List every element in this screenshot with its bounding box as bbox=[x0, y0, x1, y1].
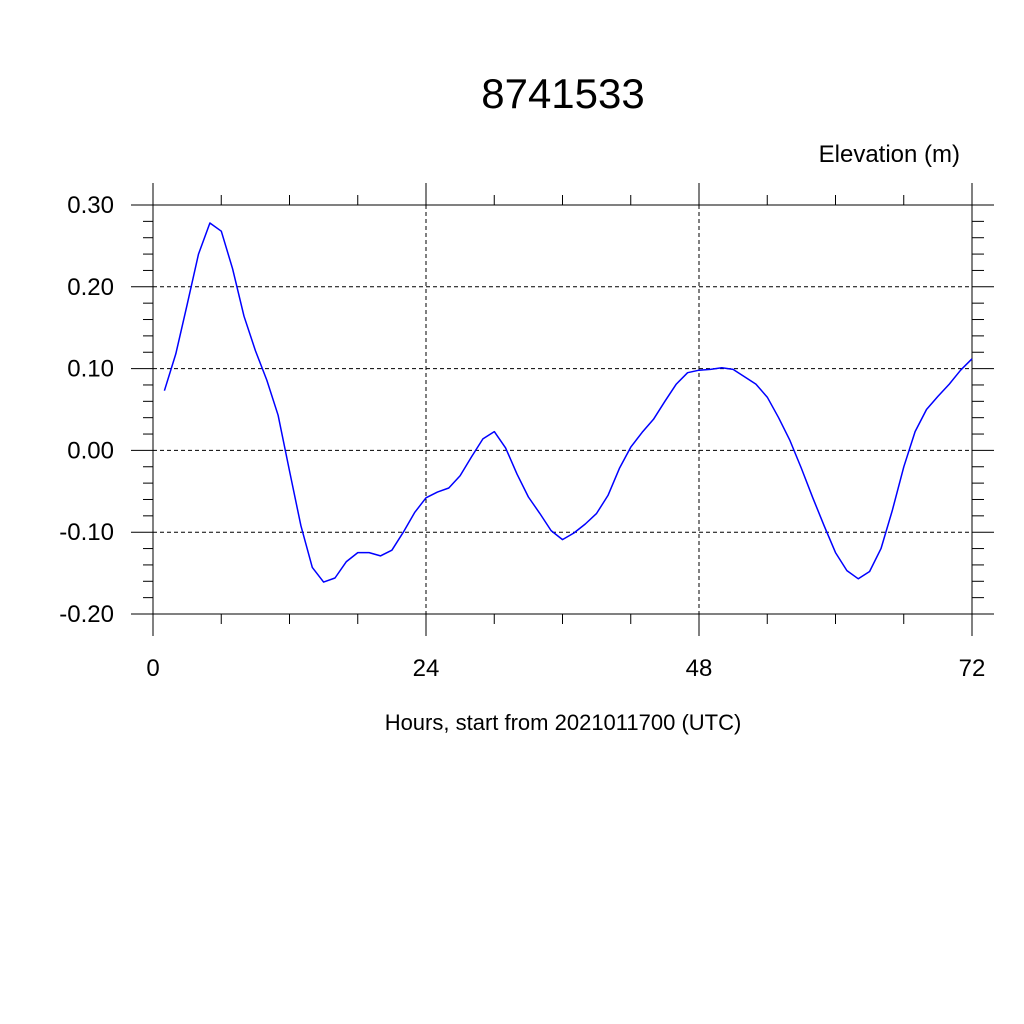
x-axis-label: Hours, start from 2021011700 (UTC) bbox=[385, 710, 742, 735]
y-tick-label: 0.10 bbox=[67, 356, 114, 383]
chart-title: 8741533 bbox=[481, 70, 645, 117]
y-tick-label: 0.00 bbox=[67, 437, 114, 464]
y-tick-label: -0.20 bbox=[59, 601, 114, 628]
x-tick-label: 24 bbox=[413, 655, 440, 682]
tick-labels: 0.30 0.20 0.10 0.00 -0.10 -0.20 0 24 48 72 bbox=[59, 192, 985, 682]
axes bbox=[131, 183, 994, 636]
y-tick-label: 0.30 bbox=[67, 192, 114, 219]
y-tick-label: -0.10 bbox=[59, 519, 114, 546]
x-tick-label: 72 bbox=[959, 655, 986, 682]
x-tick-label: 48 bbox=[686, 655, 713, 682]
y-tick-label: 0.20 bbox=[67, 274, 114, 301]
series-layer bbox=[163, 222, 973, 583]
x-tick-label: 0 bbox=[146, 655, 159, 682]
y-axis-label: Elevation (m) bbox=[819, 141, 960, 168]
series-line bbox=[163, 222, 973, 583]
